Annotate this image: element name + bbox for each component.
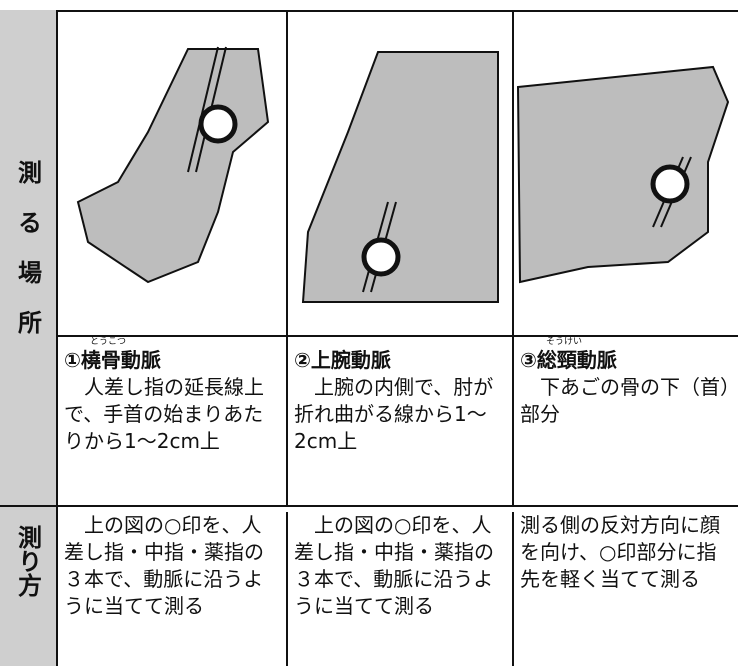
- description-cell: ②上腕動脈 上腕の内側で、肘が折れ曲がる線から1〜2cm上: [288, 337, 514, 505]
- artery-title: ①橈骨動脈: [64, 348, 161, 372]
- row-header: 測り方: [13, 525, 42, 597]
- artery-title: ③総頸動脈: [520, 348, 617, 372]
- row-header: 測る場所: [13, 160, 42, 360]
- description-cell: とうこつ ①橈骨動脈 人差し指の延長線上で、手首の始まりあたりから1〜2cm上: [58, 337, 288, 505]
- description-cell: そうけい ③総頸動脈 下あごの骨の下（首）部分: [514, 337, 738, 505]
- description: 下あごの骨の下（首）部分: [520, 375, 730, 426]
- top-border: [0, 10, 738, 12]
- illustrations: [76, 12, 730, 335]
- ruby: とうこつ: [90, 337, 127, 347]
- row-divider: [0, 505, 738, 507]
- method: 測る側の反対方向に顔を向け、○印部分に指先を軽く当てて測る: [520, 513, 720, 591]
- description: 上腕の内側で、肘が折れ曲がる線から1〜2cm上: [294, 375, 494, 453]
- artery-title: ②上腕動脈: [294, 348, 391, 372]
- method: 上の図の○印を、人差し指・中指・薬指の３本で、動脈に沿うように当てて測る: [58, 512, 288, 666]
- ruby: そうけい: [546, 337, 583, 347]
- header-column: 測る場所 測り方: [0, 10, 58, 666]
- ruby-spacer: [294, 337, 506, 347]
- description: 人差し指の延長線上で、手首の始まりあたりから1〜2cm上: [64, 375, 264, 453]
- image-divider: [58, 335, 738, 337]
- method: 上の図の○印を、人差し指・中指・薬指の３本で、動脈に沿うように当てて測る: [288, 512, 514, 666]
